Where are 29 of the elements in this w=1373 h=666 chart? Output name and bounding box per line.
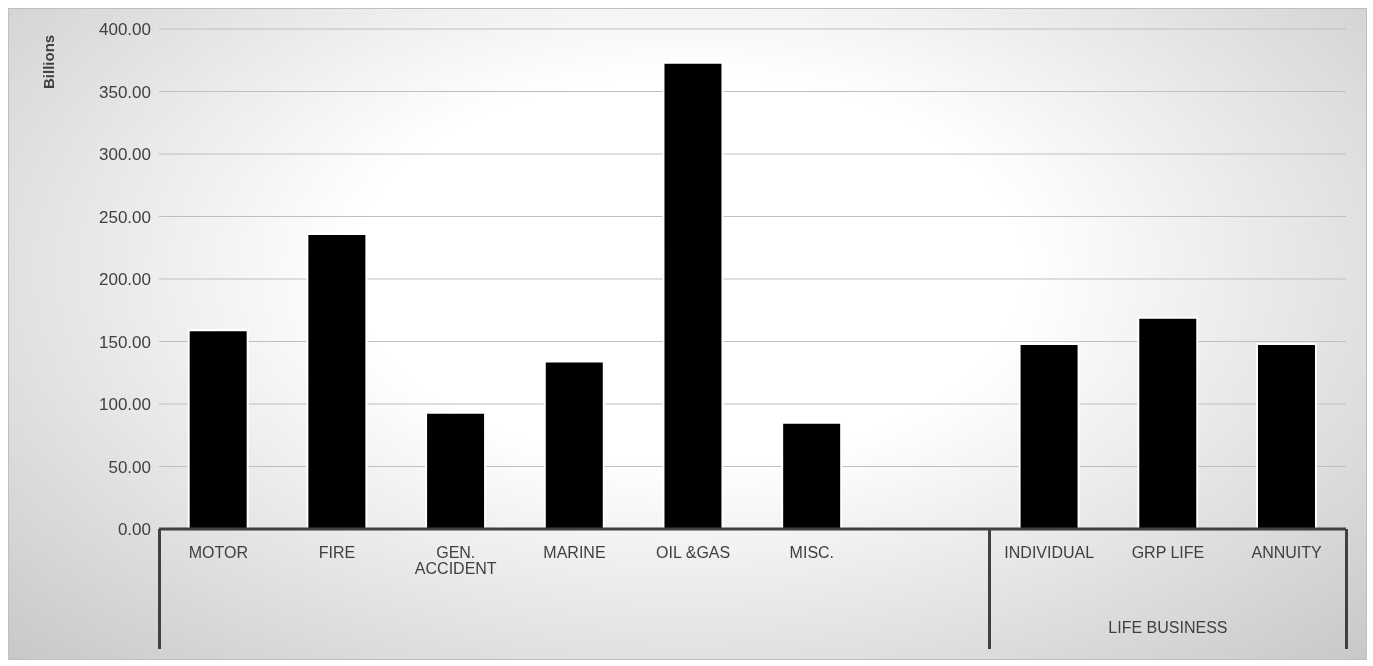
bar (1255, 343, 1317, 529)
bar (781, 421, 843, 529)
x-tick-label: GRP LIFE (1131, 544, 1205, 562)
bar (306, 233, 368, 529)
y-tick-label: 300.00 (99, 145, 151, 165)
x-tick-label: OIL &GAS (656, 544, 731, 562)
y-tick-label: 100.00 (99, 395, 151, 415)
bar (425, 411, 487, 529)
bar (187, 329, 249, 529)
y-axis-title: Billions (40, 34, 58, 89)
bar (543, 360, 605, 529)
x-tick-label: ANNUITY (1251, 544, 1323, 562)
x-tick-label: GEN. ACCIDENT (414, 544, 497, 578)
y-tick-label: 0.00 (117, 520, 151, 540)
bar (1137, 316, 1199, 529)
x-tick-label: MISC. (789, 544, 835, 562)
y-tick-label: 150.00 (99, 332, 151, 352)
bar (662, 61, 724, 529)
y-tick-label: 200.00 (99, 270, 151, 290)
text: LIFE BUSINESS (1107, 619, 1229, 637)
x-tick-label: INDIVIDUAL (1004, 544, 1095, 562)
y-tick-label: 350.00 (99, 82, 151, 102)
x-tick-label: MARINE (543, 544, 606, 562)
x-tick-label: FIRE (318, 544, 356, 562)
y-tick-label: 400.00 (99, 20, 151, 40)
y-tick-label: 250.00 (99, 207, 151, 227)
x-tick-label: MOTOR (188, 544, 248, 562)
bar (1018, 343, 1080, 529)
y-tick-label: 50.00 (108, 457, 151, 477)
